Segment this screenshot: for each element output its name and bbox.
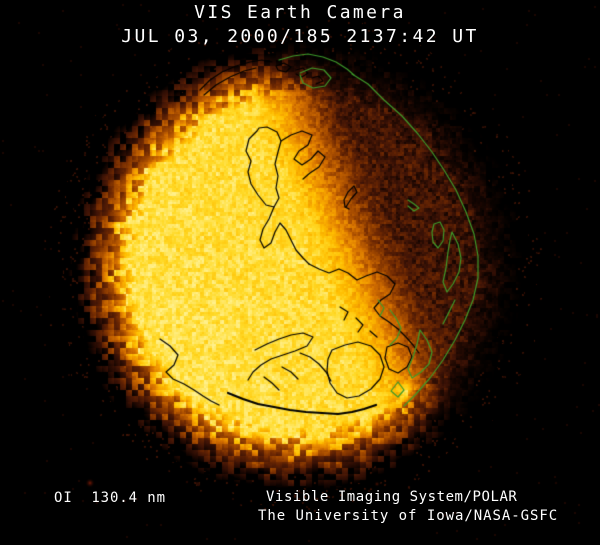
wavelength-label: OI 130.4 nm xyxy=(54,490,166,506)
image-title: VIS Earth Camera xyxy=(194,2,406,23)
credit-line-1: Visible Imaging System/POLAR xyxy=(266,489,518,505)
credit-line-2: The University of Iowa/NASA-GSFC xyxy=(258,508,559,524)
image-timestamp: JUL 03, 2000/185 2137:42 UT xyxy=(121,26,479,47)
